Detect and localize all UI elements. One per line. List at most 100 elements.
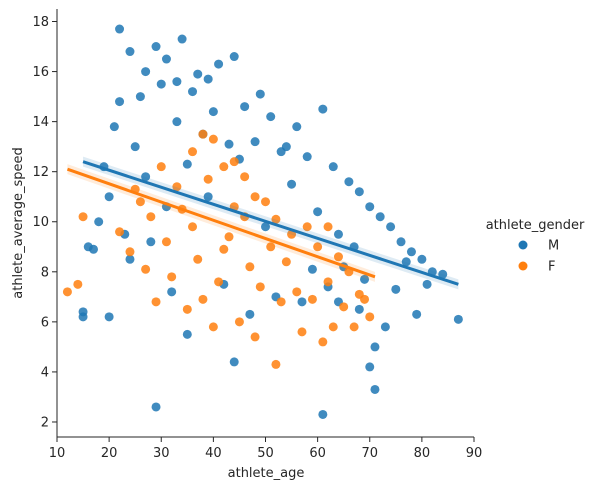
y-tick-label: 18	[32, 15, 49, 30]
data-point	[203, 192, 213, 202]
data-point	[406, 247, 416, 257]
x-tick-label: 70	[361, 446, 378, 461]
data-point	[297, 297, 307, 307]
data-point	[360, 274, 370, 284]
data-point	[339, 302, 349, 312]
data-point	[78, 212, 88, 222]
data-point	[135, 92, 145, 102]
data-point	[365, 202, 375, 212]
data-point	[208, 134, 218, 144]
legend-marker-M	[518, 240, 528, 250]
data-point	[229, 357, 239, 367]
y-tick-label: 16	[32, 65, 49, 80]
regression-lines	[66, 156, 459, 290]
data-point	[302, 222, 312, 232]
data-point	[255, 89, 265, 99]
data-point	[250, 192, 260, 202]
x-tick-label: 80	[414, 446, 431, 461]
data-point	[250, 332, 260, 342]
data-point	[323, 222, 333, 232]
data-point	[234, 317, 244, 327]
data-point	[177, 34, 187, 44]
x-axis-label: athlete_age	[228, 466, 305, 481]
data-point	[115, 24, 125, 34]
data-point	[214, 277, 224, 287]
data-point	[193, 254, 203, 264]
data-point	[141, 172, 151, 182]
data-point	[161, 237, 171, 247]
data-point	[255, 282, 265, 292]
x-tick-label: 60	[309, 446, 326, 461]
data-point	[188, 222, 198, 232]
data-point	[141, 67, 151, 77]
x-tick-label: 10	[49, 446, 66, 461]
data-point	[188, 147, 198, 157]
x-tick-label: 40	[205, 446, 222, 461]
data-point	[240, 172, 250, 182]
data-point	[438, 269, 448, 279]
data-point	[240, 102, 250, 112]
data-point	[328, 322, 338, 332]
data-point	[130, 142, 140, 152]
data-point	[245, 309, 255, 319]
data-point	[313, 207, 323, 217]
data-point	[370, 384, 380, 394]
legend-marker-F	[518, 261, 528, 271]
data-point	[214, 59, 224, 69]
data-point	[109, 122, 119, 132]
data-point	[156, 79, 166, 89]
data-point	[198, 294, 208, 304]
data-point	[365, 312, 375, 322]
data-point	[224, 139, 234, 149]
data-point	[229, 52, 239, 62]
data-point	[104, 192, 114, 202]
y-tick-label: 4	[41, 365, 49, 380]
data-point	[115, 97, 125, 107]
data-point	[333, 252, 343, 262]
x-tick-label: 90	[466, 446, 483, 461]
data-point	[276, 297, 286, 307]
data-point	[287, 179, 297, 189]
data-point	[125, 247, 135, 257]
data-point	[219, 244, 229, 254]
data-point	[115, 227, 125, 237]
data-point	[104, 312, 114, 322]
data-point	[344, 177, 354, 187]
data-point	[266, 242, 276, 252]
series-F-points	[62, 129, 375, 369]
data-point	[386, 222, 396, 232]
data-point	[208, 322, 218, 332]
legend: athlete_gender MF	[486, 218, 585, 275]
data-point	[313, 242, 323, 252]
data-point	[135, 197, 145, 207]
data-point	[141, 264, 151, 274]
data-point	[167, 272, 177, 282]
data-point	[172, 77, 182, 87]
regression-line-F	[66, 167, 376, 279]
x-tick-label: 50	[257, 446, 274, 461]
legend-title: athlete_gender	[486, 218, 585, 233]
data-point	[396, 237, 406, 247]
data-point	[203, 74, 213, 84]
regression-line-M	[82, 160, 459, 286]
data-point	[182, 304, 192, 314]
data-point	[307, 294, 317, 304]
x-tick-label: 30	[153, 446, 170, 461]
data-point	[229, 157, 239, 167]
data-point	[88, 244, 98, 254]
data-point	[125, 254, 135, 264]
data-point	[297, 327, 307, 337]
data-point	[391, 284, 401, 294]
data-point	[73, 279, 83, 289]
data-point	[203, 174, 213, 184]
data-point	[250, 137, 260, 147]
data-point	[198, 129, 208, 139]
data-point	[182, 159, 192, 169]
data-point	[182, 329, 192, 339]
data-point	[146, 237, 156, 247]
data-point	[151, 402, 161, 412]
data-point	[266, 112, 276, 122]
data-point	[161, 54, 171, 64]
y-tick-label: 10	[32, 215, 49, 230]
data-point	[271, 214, 281, 224]
